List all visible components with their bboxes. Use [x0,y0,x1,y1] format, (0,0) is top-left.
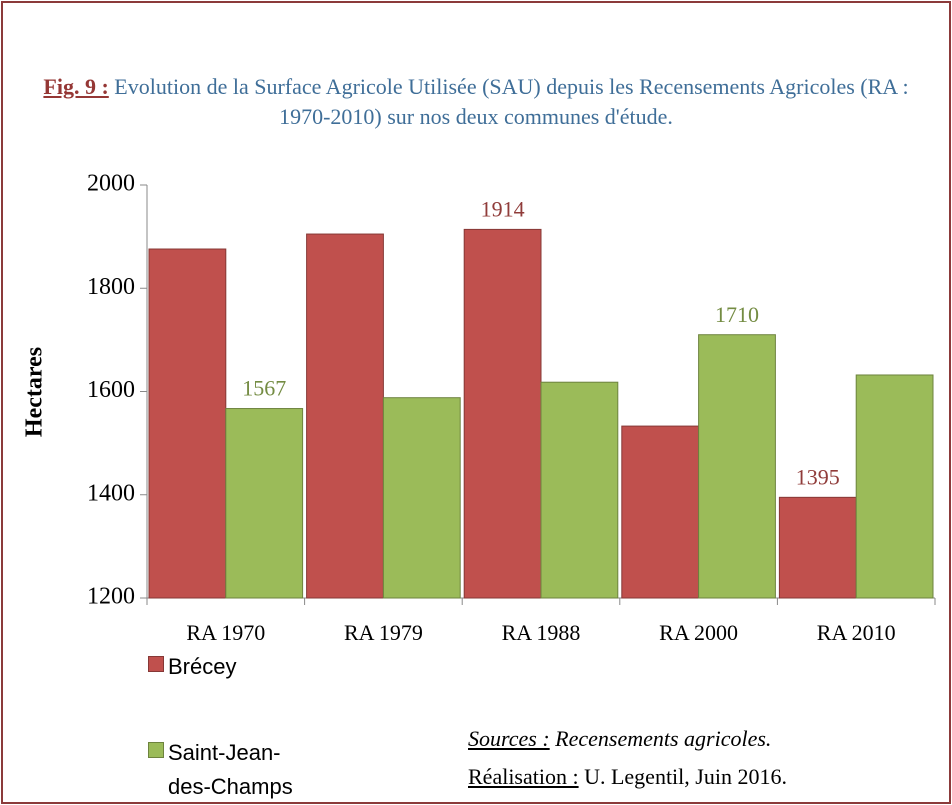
legend-swatch [148,742,164,758]
bar [148,248,227,599]
x-tick-label: RA 2010 [817,620,896,645]
title-text: Evolution de la Surface Agricole Utilisé… [114,74,909,129]
sources-label: Sources : [468,726,550,751]
legend-label: Saint-Jean-des-Champs [168,740,293,799]
bar [382,397,461,599]
credit-text: U. Legentil, Juin 2016. [584,764,787,789]
sources-line: Sources : Recensements agricoles. [468,720,787,758]
y-tick-label: 1400 [87,480,135,506]
y-axis-label: Hectares [22,347,48,437]
bar [463,228,542,599]
sources-text: Recensements agricoles. [555,726,772,751]
legend-item: Saint-Jean-des-Champs [148,736,308,804]
x-tick-label: RA 2000 [659,620,738,645]
data-label: 1395 [796,464,840,489]
x-tick-label: RA 1979 [344,620,423,645]
credit-line: Réalisation : U. Legentil, Juin 2016. [468,758,787,796]
legend-label: Brécey [168,654,237,679]
sources: Sources : Recensements agricoles. Réalis… [468,720,787,796]
legend: Brécey Saint-Jean-des-Champs [148,650,308,804]
bar [778,496,857,599]
bar [540,381,619,599]
bar [698,334,776,599]
title-label: Fig. 9 : [43,74,109,99]
bar [225,408,304,599]
legend-item: Brécey [148,650,308,684]
credit-label: Réalisation : [468,764,579,789]
y-tick-label: 2000 [87,171,135,197]
bar [855,374,934,599]
y-tick-label: 1600 [87,377,135,403]
data-label: 1710 [715,302,759,327]
bar [306,233,384,599]
data-label: 1914 [481,196,525,221]
chart-title: Fig. 9 : Evolution de la Surface Agricol… [40,72,912,132]
bar [621,425,700,599]
data-label: 1567 [242,376,286,401]
x-tick-label: RA 1988 [502,620,581,645]
y-tick-label: 1800 [87,274,135,300]
x-tick-label: RA 1970 [186,620,265,645]
y-tick-label: 1200 [87,584,135,610]
legend-swatch [148,656,164,672]
